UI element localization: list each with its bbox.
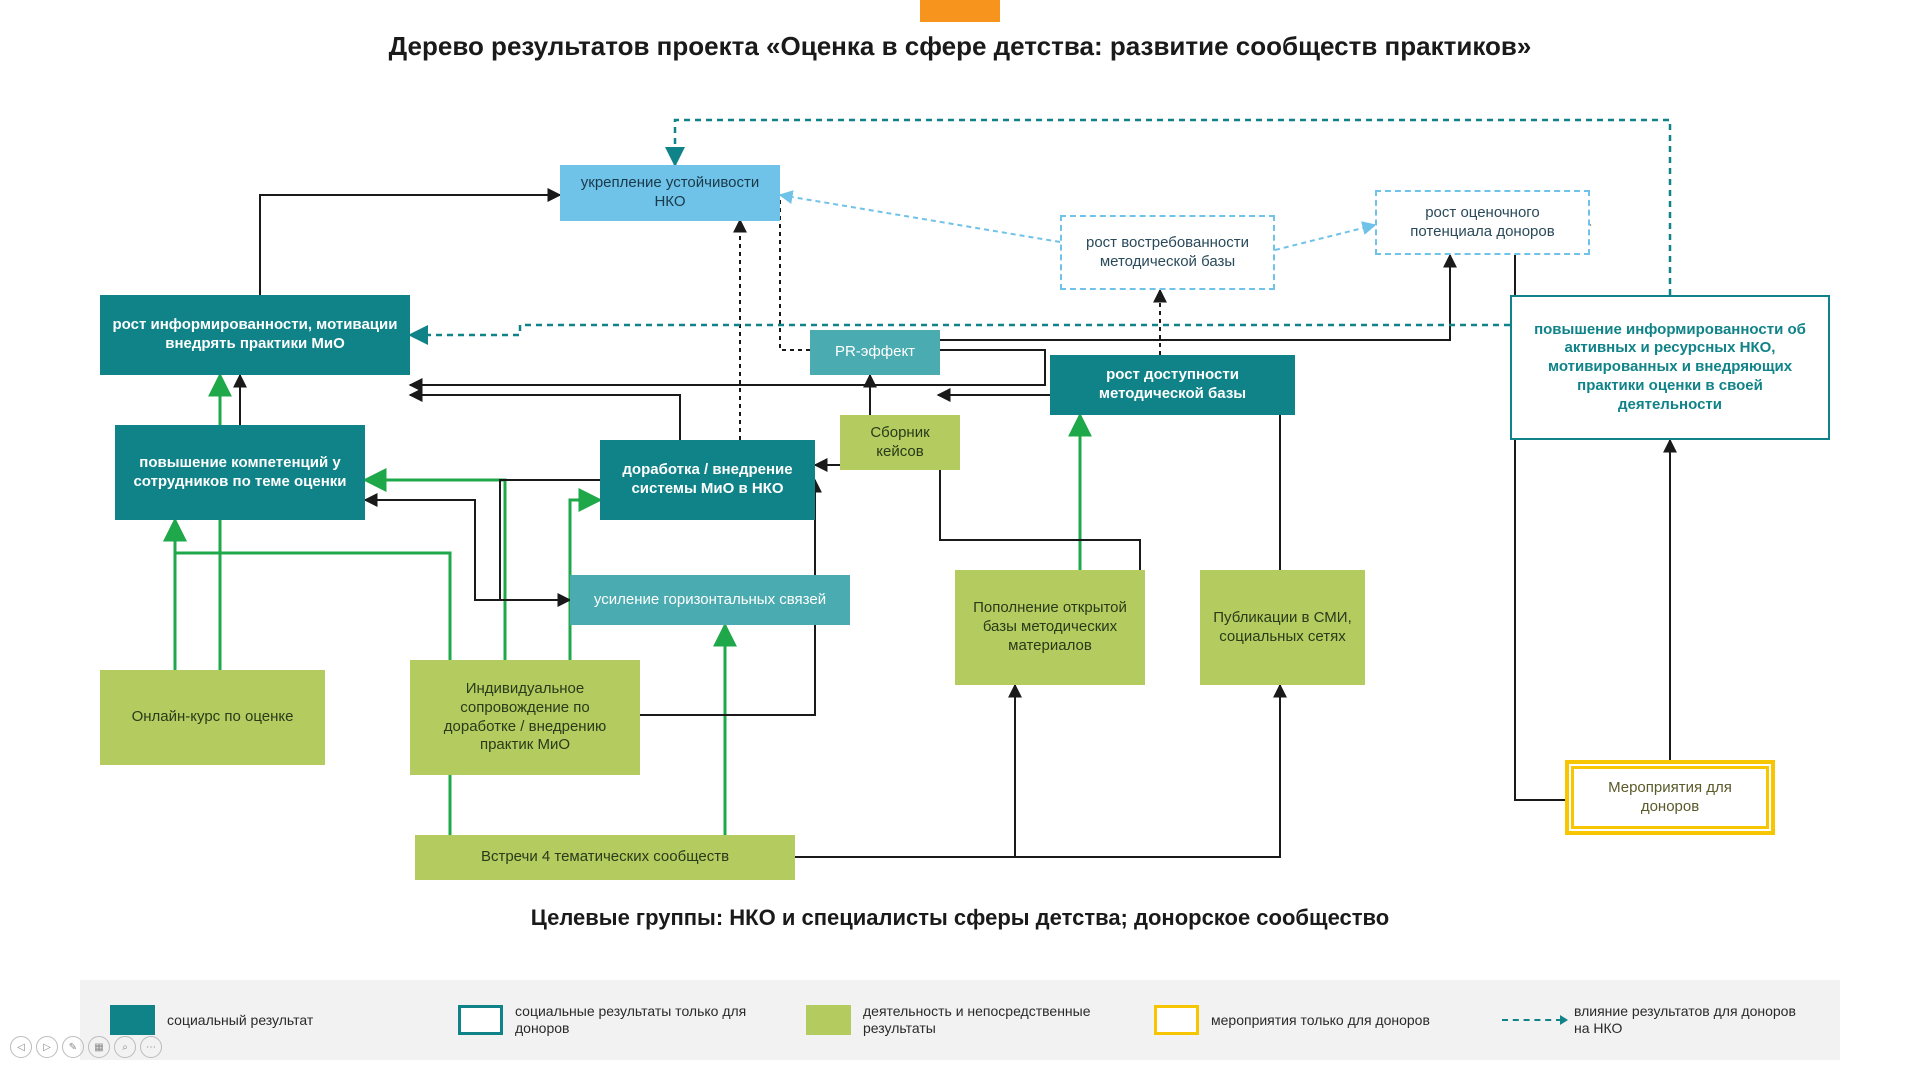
legend-donor-events: мероприятия только для доноров (1154, 1005, 1462, 1035)
swatch-teal-outline (458, 1005, 503, 1035)
node-n_competence: повышение компетенций у сотрудников по т… (115, 425, 365, 520)
node-n_pr: PR-эффект (810, 330, 940, 375)
swatch-teal-solid (110, 1005, 155, 1035)
legend-social: социальный результат (110, 1005, 418, 1035)
node-n_donor_events: Мероприятия для доноров (1565, 760, 1775, 835)
node-n_horizontal: усиление горизонтальных связей (570, 575, 850, 625)
node-n_awareness: рост информированности, мотивации внедря… (100, 295, 410, 375)
node-n_strength: укрепление устойчивости НКО (560, 165, 780, 221)
node-n_cases: Сборник кейсов (840, 415, 960, 470)
legend-label-social: социальный результат (167, 1012, 313, 1029)
swatch-yellow-outline (1154, 1005, 1199, 1035)
legend-influence: влияние результатов для доноров на НКО (1502, 1003, 1810, 1037)
node-n_access: рост доступности методической базы (1050, 355, 1295, 415)
nav-more-icon[interactable]: ⋯ (140, 1036, 162, 1058)
node-n_pubs: Публикации в СМИ, социальных сетях (1200, 570, 1365, 685)
node-n_db: Пополнение открытой базы методических ма… (955, 570, 1145, 685)
node-n_meetings: Встречи 4 тематических сообществ (415, 835, 795, 880)
legend-label-donor-events: мероприятия только для доноров (1211, 1012, 1430, 1029)
swatch-dashed-arrow (1502, 1019, 1562, 1021)
target-groups-label: Целевые группы: НКО и специалисты сферы … (0, 905, 1920, 931)
legend-activity: деятельность и непосредственные результа… (806, 1003, 1114, 1037)
nav-grid-icon[interactable]: ▦ (88, 1036, 110, 1058)
node-n_finalize: доработка / внедрение системы МиО в НКО (600, 440, 815, 520)
legend: социальный результат социальные результа… (80, 980, 1840, 1060)
nav-pen-icon[interactable]: ✎ (62, 1036, 84, 1058)
node-n_donor_info: повышение информированности об активных … (1510, 295, 1830, 440)
legend-social-donor: социальные результаты только для доноров (458, 1003, 766, 1037)
legend-label-influence: влияние результатов для доноров на НКО (1574, 1003, 1810, 1037)
legend-label-activity: деятельность и непосредственные результа… (863, 1003, 1114, 1037)
swatch-olive (806, 1005, 851, 1035)
nav-next-icon[interactable]: ▷ (36, 1036, 58, 1058)
nav-icons: ◁ ▷ ✎ ▦ ⌕ ⋯ (10, 1036, 162, 1058)
nav-prev-icon[interactable]: ◁ (10, 1036, 32, 1058)
node-n_demand: рост востребованности методической базы (1060, 215, 1275, 290)
legend-label-social-donor: социальные результаты только для доноров (515, 1003, 766, 1037)
nav-zoom-icon[interactable]: ⌕ (114, 1036, 136, 1058)
node-n_donor_potential: рост оценочного потенциала доноров (1375, 190, 1590, 255)
node-n_support: Индивидуальное сопровождение по доработк… (410, 660, 640, 775)
node-n_course: Онлайн-курс по оценке (100, 670, 325, 765)
